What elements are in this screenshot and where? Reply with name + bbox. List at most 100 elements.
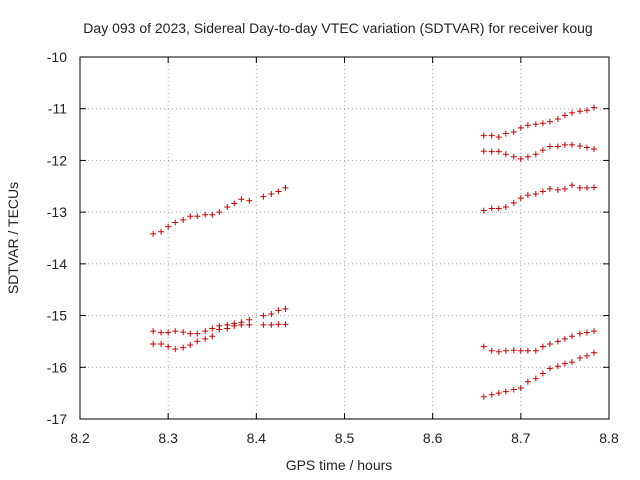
data-point xyxy=(539,188,546,195)
data-point xyxy=(524,347,531,354)
data-point xyxy=(554,363,561,370)
data-point xyxy=(202,328,209,335)
data-point xyxy=(282,184,289,191)
x-tick-label: 8.6 xyxy=(423,430,443,446)
data-point xyxy=(502,347,509,354)
data-point xyxy=(568,333,575,340)
data-point xyxy=(165,329,172,336)
data-point xyxy=(561,185,568,192)
data-point xyxy=(480,207,487,214)
data-point xyxy=(546,365,553,372)
data-point xyxy=(172,328,179,335)
data-point xyxy=(495,148,502,155)
data-point xyxy=(546,185,553,192)
series-arc-h xyxy=(480,349,598,400)
data-point xyxy=(480,343,487,350)
data-point xyxy=(165,343,172,350)
data-point xyxy=(480,148,487,155)
data-point xyxy=(216,209,223,216)
x-tick-label: 8.5 xyxy=(335,430,355,446)
y-tick-label: -10 xyxy=(47,49,67,65)
data-point xyxy=(524,122,531,129)
data-point xyxy=(488,148,495,155)
data-point xyxy=(510,386,517,393)
x-axis-label: GPS time / hours xyxy=(286,457,393,473)
data-point xyxy=(532,375,539,382)
data-point xyxy=(282,321,289,328)
data-point xyxy=(209,325,216,332)
data-point xyxy=(568,141,575,148)
data-point xyxy=(275,307,282,314)
data-point xyxy=(488,205,495,212)
data-point xyxy=(517,155,524,162)
series-arc-f xyxy=(480,182,598,214)
data-point xyxy=(591,104,598,111)
data-point xyxy=(165,223,172,230)
data-point xyxy=(532,151,539,158)
data-point xyxy=(510,153,517,160)
data-point xyxy=(224,203,231,210)
data-point xyxy=(583,352,590,359)
data-point xyxy=(187,342,194,349)
data-point xyxy=(180,344,187,351)
data-point xyxy=(231,200,238,207)
series-arc-d xyxy=(480,104,598,141)
data-point xyxy=(502,203,509,210)
data-point xyxy=(539,370,546,377)
y-tick-label: -11 xyxy=(48,101,67,117)
data-points xyxy=(150,104,598,400)
data-point xyxy=(180,329,187,336)
data-point xyxy=(591,328,598,335)
data-point xyxy=(510,128,517,135)
data-point xyxy=(591,146,598,153)
series-arc-c xyxy=(150,321,289,353)
data-point xyxy=(554,116,561,123)
data-point xyxy=(172,219,179,226)
data-point xyxy=(194,330,201,337)
data-point xyxy=(568,109,575,116)
data-point xyxy=(546,118,553,125)
y-axis-label: SDTVAR / TECUs xyxy=(5,182,21,294)
data-point xyxy=(150,341,157,348)
data-point xyxy=(260,312,267,319)
data-point xyxy=(224,325,231,332)
data-point xyxy=(502,151,509,158)
data-point xyxy=(576,354,583,361)
series-arc-a xyxy=(150,184,289,237)
data-point xyxy=(260,321,267,328)
data-point xyxy=(268,311,275,318)
data-point xyxy=(495,390,502,397)
data-point xyxy=(187,213,194,220)
data-point xyxy=(209,211,216,218)
data-point xyxy=(495,205,502,212)
data-point xyxy=(216,326,223,333)
data-point xyxy=(510,199,517,206)
data-point xyxy=(583,144,590,151)
y-tick-label: -15 xyxy=(47,308,67,324)
data-point xyxy=(238,321,245,328)
data-point xyxy=(510,347,517,354)
data-point xyxy=(561,335,568,342)
data-point xyxy=(554,338,561,345)
data-point xyxy=(524,153,531,160)
data-point xyxy=(517,124,524,131)
data-point xyxy=(268,191,275,198)
data-point xyxy=(180,216,187,223)
data-point xyxy=(172,346,179,353)
y-tick-label: -14 xyxy=(47,256,67,272)
data-point xyxy=(554,143,561,150)
axis-ticks: 8.2 8.3 8.4 8.5 8.6 8.7 8.8 -10 -11 -12 -13 -14 -15 -… xyxy=(47,49,619,446)
data-point xyxy=(275,188,282,195)
data-point xyxy=(150,230,157,237)
y-tick-label: -16 xyxy=(47,359,67,375)
data-point xyxy=(158,228,165,235)
data-point xyxy=(576,330,583,337)
x-tick-label: 8.7 xyxy=(511,430,531,446)
data-point xyxy=(231,322,238,329)
data-point xyxy=(488,391,495,398)
data-point xyxy=(568,182,575,189)
data-point xyxy=(591,349,598,356)
series-arc-g xyxy=(480,328,598,355)
data-point xyxy=(502,130,509,137)
